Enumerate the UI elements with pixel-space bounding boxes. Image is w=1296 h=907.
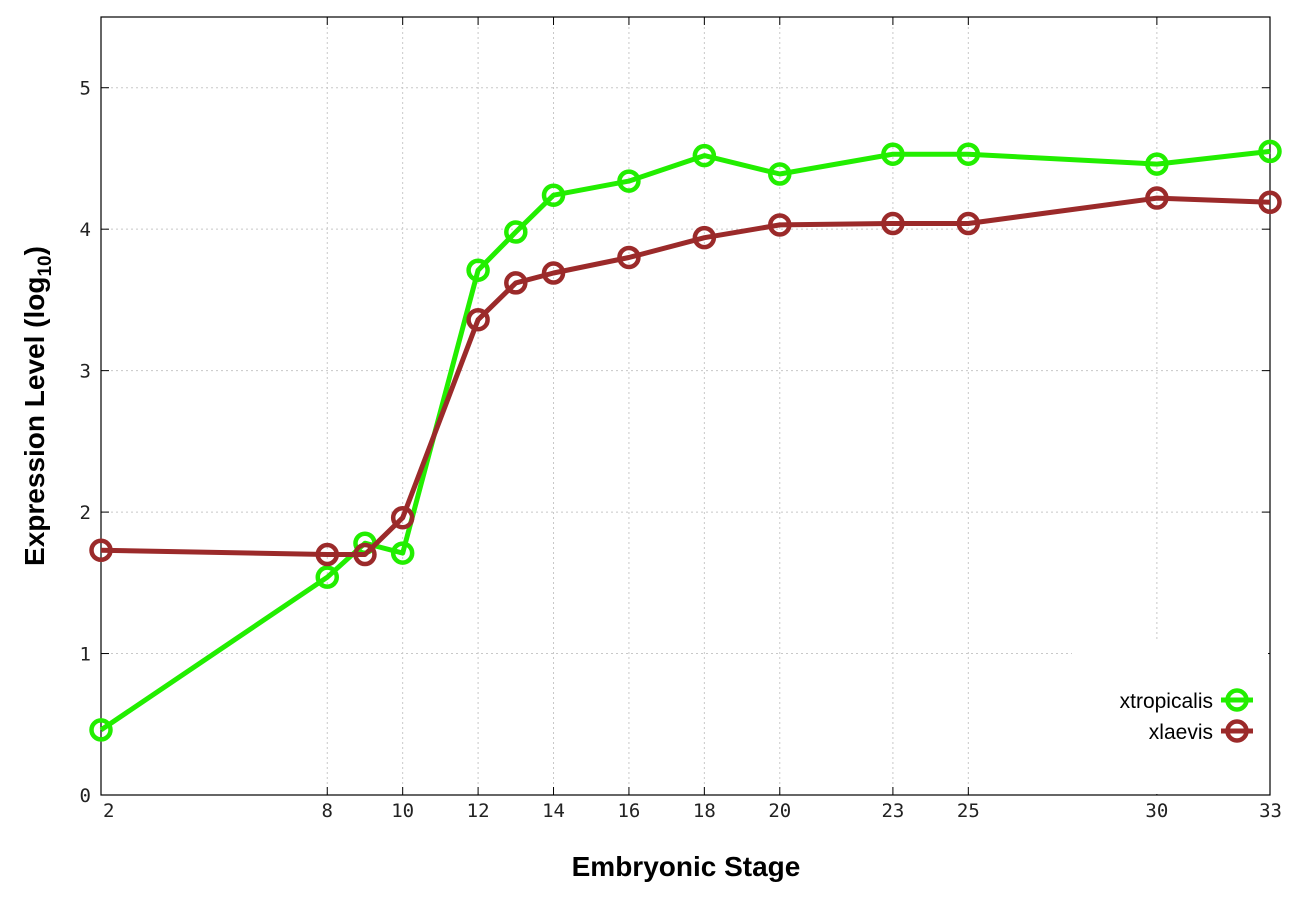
data-point-xlaevis: [541, 261, 566, 285]
data-point-xlaevis: [353, 542, 377, 567]
data-point-xlaevis: [504, 271, 528, 295]
data-point-xtropicalis: [541, 183, 566, 207]
y-tick-label: 2: [80, 502, 91, 524]
series-lines: [89, 139, 1282, 742]
x-tick-label: 23: [881, 800, 904, 822]
data-point-xlaevis: [315, 542, 340, 567]
data-point-xtropicalis: [881, 142, 905, 166]
plot-frame: [100, 16, 1271, 796]
series-xlaevis: [89, 186, 1282, 567]
x-tick-label: 10: [391, 800, 414, 822]
y-axis-title-subscript: 10: [35, 255, 56, 276]
y-tick-label: 5: [80, 78, 91, 100]
y-tick-label: 3: [80, 361, 91, 383]
data-point-xlaevis: [881, 211, 905, 236]
data-point-xtropicalis: [504, 220, 528, 244]
x-tick-label: 12: [467, 800, 490, 822]
y-axis-title-main: Expression Level (log: [19, 277, 50, 566]
data-point-xtropicalis: [390, 541, 415, 565]
legend-item-xtropicalis: xtropicalis: [1120, 688, 1253, 713]
x-tick-label: 2: [103, 800, 114, 822]
x-axis-title: Embryonic Stage: [572, 851, 801, 882]
legend-marker: [1225, 688, 1249, 712]
data-point-xtropicalis: [956, 142, 981, 166]
x-tick-label: 18: [693, 800, 716, 822]
data-point-xlaevis: [466, 307, 490, 332]
data-point-xtropicalis: [617, 169, 641, 193]
data-point-xtropicalis: [1258, 139, 1282, 164]
y-axis-title-close: ): [19, 246, 50, 255]
data-point-xlaevis: [1145, 186, 1169, 210]
x-tick-label: 30: [1145, 800, 1168, 822]
legend: xtropicalis xlaevis: [1072, 642, 1268, 794]
data-point-xtropicalis: [1145, 152, 1169, 176]
data-point-xlaevis: [89, 538, 113, 563]
data-point-xlaevis: [956, 211, 981, 236]
legend-marker: [1225, 719, 1249, 743]
data-point-xlaevis: [390, 505, 415, 530]
data-point-xlaevis: [1258, 190, 1282, 215]
y-tick-label: 0: [80, 785, 91, 807]
legend-background: [1072, 642, 1268, 794]
data-point-xtropicalis: [89, 718, 113, 742]
x-tick-label: 16: [617, 800, 640, 822]
data-point-xtropicalis: [466, 258, 490, 282]
legend-item-xlaevis: xlaevis: [1149, 719, 1253, 744]
data-point-xtropicalis: [315, 565, 340, 589]
x-tick-label: 14: [542, 800, 565, 822]
legend-label: xtropicalis: [1120, 690, 1213, 713]
axis-titles: Embryonic Stage Expression Level (log10): [19, 246, 800, 882]
y-axis-title: Expression Level (log10): [19, 246, 56, 566]
y-tick-label: 4: [80, 219, 91, 241]
series-line-xlaevis: [100, 195, 1271, 557]
data-point-xlaevis: [768, 213, 792, 237]
x-tick-label: 25: [957, 800, 980, 822]
x-tick-label: 20: [768, 800, 791, 822]
legend-label: xlaevis: [1149, 721, 1213, 744]
data-point-xlaevis: [617, 245, 641, 270]
y-tick-label: 1: [80, 644, 91, 666]
x-tick-label: 8: [322, 800, 333, 822]
data-point-xtropicalis: [768, 162, 792, 186]
data-point-xlaevis: [692, 225, 717, 250]
x-tick-label: 33: [1259, 800, 1282, 822]
data-point-xtropicalis: [692, 143, 717, 168]
